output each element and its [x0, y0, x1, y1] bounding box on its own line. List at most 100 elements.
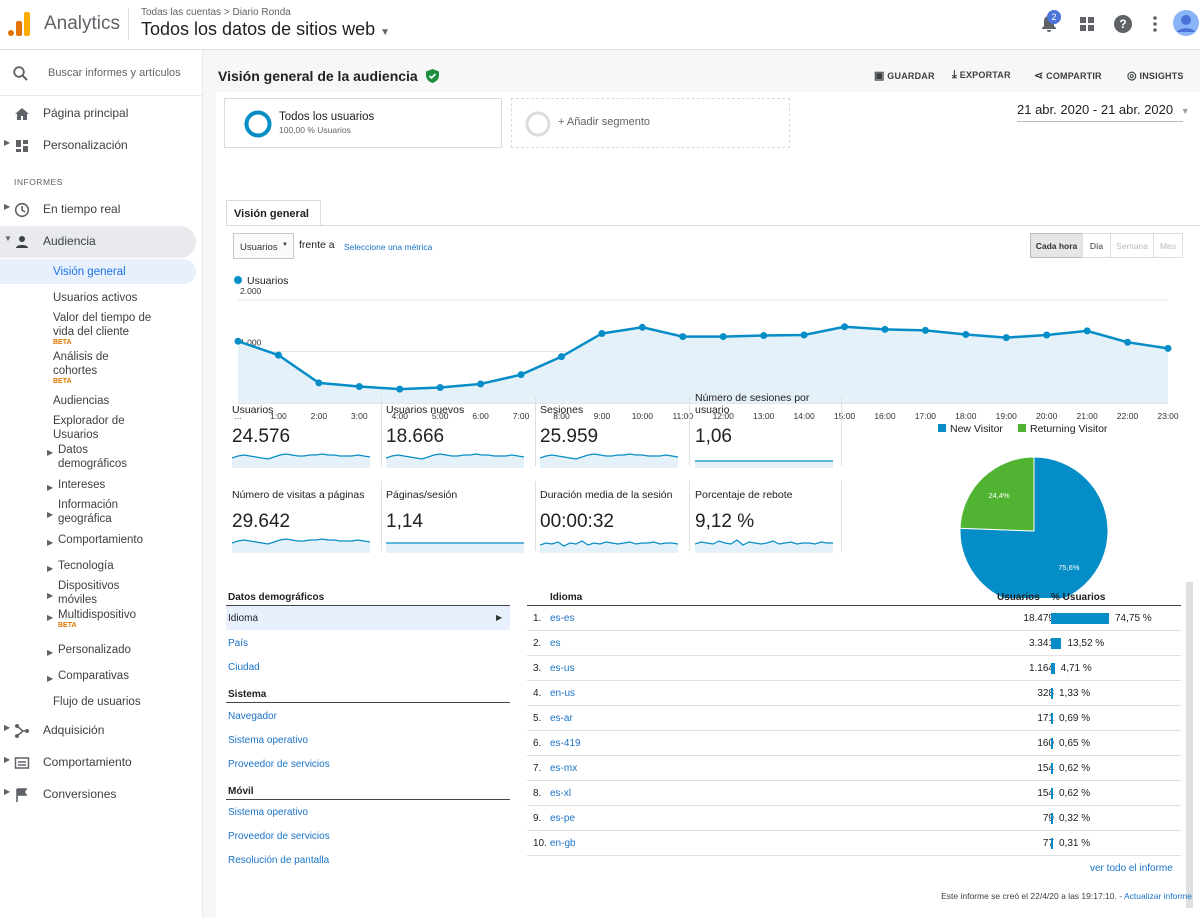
language-link[interactable]: es-pe — [550, 813, 576, 824]
data-point[interactable] — [436, 384, 444, 392]
granularity-day[interactable]: Día — [1082, 233, 1111, 258]
account-avatar-icon[interactable] — [1172, 9, 1200, 37]
metric-tile[interactable]: Número de visitas a páginas 29.642 — [232, 489, 377, 564]
data-point[interactable] — [638, 323, 646, 331]
sidebar-item-audiences[interactable]: Audiencias — [53, 395, 110, 407]
see-full-report-link[interactable]: ver todo el informe — [1090, 863, 1173, 874]
sidebar-item-acquisition[interactable]: ▶ Adquisición — [4, 723, 105, 738]
sidebar-item-cohort[interactable]: Análisis de cohortes BETA — [53, 351, 109, 385]
dimension-city[interactable]: Ciudad — [228, 662, 260, 673]
data-point[interactable] — [1002, 334, 1010, 342]
export-button[interactable]: ⤓ EXPORTAR — [952, 69, 1011, 81]
sidebar-item-users-flow[interactable]: Flujo de usuarios — [53, 696, 141, 708]
tab-overview[interactable]: Visión general — [226, 200, 321, 226]
sidebar-item-mobile[interactable]: ▶ Dispositivos móviles — [47, 580, 120, 606]
metric-tile[interactable]: Páginas/sesión 1,14 — [386, 489, 531, 564]
data-point[interactable] — [881, 325, 889, 333]
data-point[interactable] — [1124, 338, 1132, 346]
select-metric-link[interactable]: Seleccione una métrica — [344, 242, 433, 252]
language-link[interactable]: es-es — [550, 613, 575, 624]
pie-slice[interactable] — [959, 456, 1109, 598]
data-point[interactable] — [719, 333, 727, 341]
notifications-bell-icon[interactable]: 2 — [1035, 10, 1063, 38]
data-point[interactable] — [1164, 344, 1172, 352]
metric-tile[interactable]: Duración media de la sesión 00:00:32 — [540, 489, 685, 564]
language-link[interactable]: en-us — [550, 688, 576, 699]
more-vert-icon[interactable] — [1141, 10, 1169, 38]
sidebar-item-interests[interactable]: ▶ Intereses — [47, 478, 105, 492]
data-point[interactable] — [477, 380, 485, 388]
language-link[interactable]: es — [550, 638, 561, 649]
data-point[interactable] — [274, 351, 282, 359]
breadcrumb[interactable]: Todas las cuentas > Diario Ronda — [141, 7, 291, 18]
data-point[interactable] — [517, 371, 525, 379]
search-input[interactable]: Buscar informes y artículos — [48, 67, 181, 79]
data-point[interactable] — [921, 326, 929, 334]
data-point[interactable] — [598, 329, 606, 337]
dimension-os[interactable]: Sistema operativo — [228, 735, 309, 746]
data-point[interactable] — [315, 379, 323, 387]
language-link[interactable]: es-mx — [550, 763, 578, 774]
metric-tile[interactable]: Número de sesiones por usuario 1,06 — [695, 392, 840, 479]
sidebar-item-technology[interactable]: ▶ Tecnología — [47, 559, 114, 573]
sidebar-item-active-users[interactable]: Usuarios activos — [53, 292, 138, 304]
metric-tile[interactable]: Usuarios nuevos 18.666 — [386, 404, 531, 479]
share-button[interactable]: ⋖ COMPARTIR — [1034, 70, 1102, 82]
data-point[interactable] — [1083, 327, 1091, 335]
view-selector[interactable]: Todos los datos de sitios web ▼ — [141, 19, 391, 39]
metric-tile[interactable]: Sesiones 25.959 — [540, 404, 685, 479]
sidebar-item-benchmarking[interactable]: ▶ Comparativas — [47, 669, 129, 683]
language-link[interactable]: es-us — [550, 663, 575, 674]
sidebar-item-custom-audience[interactable]: ▶ Personalizado — [47, 643, 131, 657]
sidebar-item-behavior[interactable]: ▶ Comportamiento — [47, 533, 143, 547]
data-point[interactable] — [800, 331, 808, 339]
language-link[interactable]: es-419 — [550, 738, 581, 749]
data-point[interactable] — [760, 332, 768, 340]
sidebar-item-realtime[interactable]: ▶ En tiempo real — [4, 202, 121, 218]
metric-tile[interactable]: Porcentaje de rebote 9,12 % — [695, 489, 840, 564]
dimension-country[interactable]: País — [228, 638, 249, 649]
add-segment-button[interactable]: + Añadir segmento — [511, 98, 790, 148]
data-point[interactable] — [962, 331, 970, 339]
sidebar-item-custom[interactable]: ▶ Personalización — [4, 138, 128, 152]
dimension-mobile-os[interactable]: Sistema operativo — [228, 807, 309, 818]
sidebar-item-home[interactable]: Página principal — [0, 106, 203, 126]
sidebar-item-audience[interactable]: ▼ Audiencia — [4, 234, 96, 248]
sidebar-item-behavior-main[interactable]: ▶ Comportamiento — [4, 755, 132, 769]
dimension-browser[interactable]: Navegador — [228, 711, 277, 722]
sidebar-item-crossdevice[interactable]: ▶ Multidispositivo BETA — [47, 609, 136, 629]
dimension-language[interactable]: Idioma — [228, 613, 259, 624]
language-link[interactable]: es-xl — [550, 788, 572, 799]
data-point[interactable] — [234, 337, 242, 345]
granularity-hour[interactable]: Cada hora — [1030, 233, 1083, 258]
dimension-provider[interactable]: Proveedor de servicios — [228, 759, 330, 770]
scrollbar[interactable] — [1186, 582, 1193, 908]
language-link[interactable]: es-ar — [550, 713, 573, 724]
sidebar-item-overview[interactable]: Visión general — [53, 266, 126, 278]
sidebar-item-demographics[interactable]: ▶ Datos demográficos — [47, 444, 128, 470]
save-button[interactable]: ▣ GUARDAR — [874, 70, 935, 82]
data-point[interactable] — [1043, 331, 1051, 339]
help-icon[interactable]: ? — [1109, 10, 1137, 38]
dimension-resolution[interactable]: Resolución de pantalla — [228, 855, 330, 866]
data-point[interactable] — [396, 385, 404, 393]
apps-grid-icon[interactable] — [1073, 10, 1101, 38]
metric-tile[interactable]: Usuarios 24.576 — [232, 404, 377, 479]
language-link[interactable]: en-gb — [550, 838, 576, 849]
dimension-mobile-provider[interactable]: Proveedor de servicios — [228, 831, 330, 842]
sidebar-item-conversions[interactable]: ▶ Conversiones — [4, 787, 117, 802]
pie-slice[interactable] — [959, 456, 1035, 532]
data-point[interactable] — [841, 323, 849, 331]
segment-all-users[interactable]: Todos los usuarios 100,00 % Usuarios — [224, 98, 502, 148]
insights-button[interactable]: ◎ INSIGHTS — [1127, 70, 1184, 82]
sidebar-item-ltv[interactable]: Valor del tiempo de vida del cliente BETA — [53, 312, 152, 346]
date-range-picker[interactable]: 21 abr. 2020 - 21 abr. 2020 ▼ — [1017, 102, 1190, 117]
search-box[interactable]: Buscar informes y artículos — [0, 50, 203, 96]
data-point[interactable] — [679, 333, 687, 341]
refresh-report-link[interactable]: Actualizar informe — [1123, 891, 1192, 901]
sidebar-item-geo[interactable]: ▶ Información geográfica — [47, 499, 119, 525]
sidebar-item-user-explorer[interactable]: Explorador de Usuarios — [53, 415, 125, 441]
data-point[interactable] — [557, 353, 565, 361]
metric-select[interactable]: Usuarios ▼ — [233, 233, 294, 259]
data-point[interactable] — [355, 383, 363, 391]
